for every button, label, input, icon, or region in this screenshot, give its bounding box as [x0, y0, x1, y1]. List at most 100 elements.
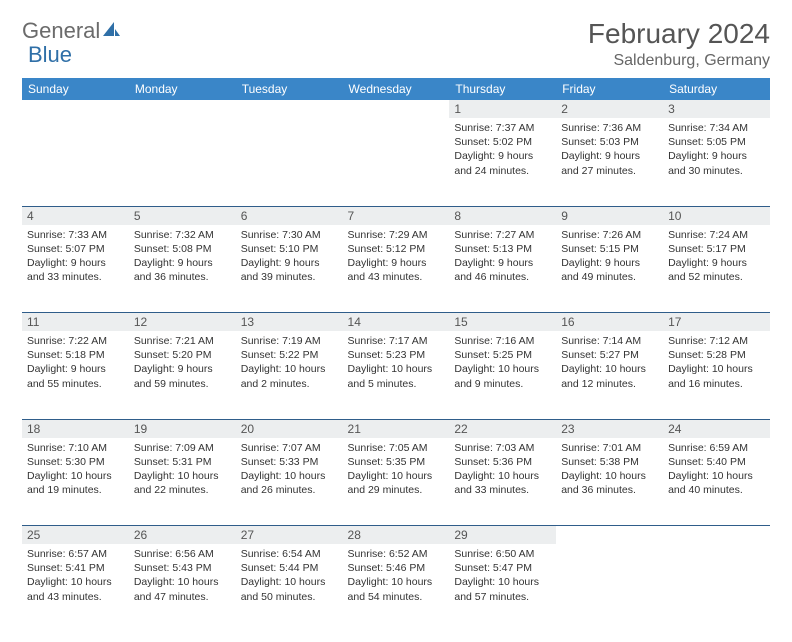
weekday-header: Sunday — [22, 78, 129, 100]
empty-cell — [663, 544, 770, 632]
day-number: 21 — [348, 422, 361, 436]
day-number-cell: 3 — [663, 100, 770, 118]
day-details: Sunrise: 7:34 AMSunset: 5:05 PMDaylight:… — [668, 121, 765, 178]
day-number-cell: 28 — [343, 526, 450, 545]
day-number: 10 — [668, 209, 681, 223]
day-number-cell: 14 — [343, 313, 450, 332]
day-number-cell: 9 — [556, 206, 663, 225]
day-number-cell: 10 — [663, 206, 770, 225]
day-number: 6 — [241, 209, 248, 223]
calendar-body: 123Sunrise: 7:37 AMSunset: 5:02 PMDaylig… — [22, 100, 770, 632]
empty-cell — [556, 544, 663, 632]
day-number: 16 — [561, 315, 574, 329]
logo-text-blue: Blue — [28, 42, 72, 68]
day-cell: Sunrise: 7:19 AMSunset: 5:22 PMDaylight:… — [236, 331, 343, 419]
day-cell: Sunrise: 6:57 AMSunset: 5:41 PMDaylight:… — [22, 544, 129, 632]
day-number-cell: 26 — [129, 526, 236, 545]
day-number-cell: 29 — [449, 526, 556, 545]
day-number-row: 4 5 6 7 8 9 10 — [22, 206, 770, 225]
day-cell: Sunrise: 7:07 AMSunset: 5:33 PMDaylight:… — [236, 438, 343, 526]
day-cell: Sunrise: 7:37 AMSunset: 5:02 PMDaylight:… — [449, 118, 556, 206]
day-number: 12 — [134, 315, 147, 329]
day-details: Sunrise: 7:17 AMSunset: 5:23 PMDaylight:… — [348, 334, 445, 391]
sail-icon — [101, 18, 121, 44]
day-content-row: Sunrise: 7:10 AMSunset: 5:30 PMDaylight:… — [22, 438, 770, 526]
day-number: 2 — [561, 102, 568, 116]
day-number-row: 1 2 3 — [22, 100, 770, 118]
day-number: 24 — [668, 422, 681, 436]
day-number: 4 — [27, 209, 34, 223]
day-details: Sunrise: 7:07 AMSunset: 5:33 PMDaylight:… — [241, 441, 338, 498]
day-cell: Sunrise: 6:52 AMSunset: 5:46 PMDaylight:… — [343, 544, 450, 632]
day-number-row: 2526272829 — [22, 526, 770, 545]
day-number: 14 — [348, 315, 361, 329]
day-cell: Sunrise: 7:14 AMSunset: 5:27 PMDaylight:… — [556, 331, 663, 419]
day-number: 7 — [348, 209, 355, 223]
day-details: Sunrise: 6:59 AMSunset: 5:40 PMDaylight:… — [668, 441, 765, 498]
day-number-cell: 11 — [22, 313, 129, 332]
day-cell: Sunrise: 7:09 AMSunset: 5:31 PMDaylight:… — [129, 438, 236, 526]
weekday-header: Tuesday — [236, 78, 343, 100]
day-number: 25 — [27, 528, 40, 542]
day-number: 29 — [454, 528, 467, 542]
calendar-table: SundayMondayTuesdayWednesdayThursdayFrid… — [22, 78, 770, 632]
day-number-cell: 15 — [449, 313, 556, 332]
day-details: Sunrise: 7:24 AMSunset: 5:17 PMDaylight:… — [668, 228, 765, 285]
day-content-row: Sunrise: 7:37 AMSunset: 5:02 PMDaylight:… — [22, 118, 770, 206]
day-details: Sunrise: 7:14 AMSunset: 5:27 PMDaylight:… — [561, 334, 658, 391]
day-number-cell: 8 — [449, 206, 556, 225]
day-number-cell: 16 — [556, 313, 663, 332]
day-cell: Sunrise: 7:03 AMSunset: 5:36 PMDaylight:… — [449, 438, 556, 526]
calendar-page: General February 2024 Saldenburg, German… — [0, 0, 792, 642]
day-number-cell: 18 — [22, 419, 129, 438]
day-details: Sunrise: 7:21 AMSunset: 5:20 PMDaylight:… — [134, 334, 231, 391]
day-number: 20 — [241, 422, 254, 436]
day-details: Sunrise: 6:56 AMSunset: 5:43 PMDaylight:… — [134, 547, 231, 604]
day-details: Sunrise: 7:09 AMSunset: 5:31 PMDaylight:… — [134, 441, 231, 498]
day-cell: Sunrise: 6:59 AMSunset: 5:40 PMDaylight:… — [663, 438, 770, 526]
day-number-cell: 1 — [449, 100, 556, 118]
day-content-row: Sunrise: 7:22 AMSunset: 5:18 PMDaylight:… — [22, 331, 770, 419]
day-cell: Sunrise: 7:16 AMSunset: 5:25 PMDaylight:… — [449, 331, 556, 419]
day-details: Sunrise: 6:52 AMSunset: 5:46 PMDaylight:… — [348, 547, 445, 604]
day-cell: Sunrise: 7:21 AMSunset: 5:20 PMDaylight:… — [129, 331, 236, 419]
day-cell: Sunrise: 7:17 AMSunset: 5:23 PMDaylight:… — [343, 331, 450, 419]
day-number-cell: 25 — [22, 526, 129, 545]
empty-cell — [236, 100, 343, 118]
month-title: February 2024 — [588, 18, 770, 50]
day-cell: Sunrise: 7:10 AMSunset: 5:30 PMDaylight:… — [22, 438, 129, 526]
day-number: 1 — [454, 102, 461, 116]
day-number-cell: 22 — [449, 419, 556, 438]
day-number: 26 — [134, 528, 147, 542]
day-details: Sunrise: 7:22 AMSunset: 5:18 PMDaylight:… — [27, 334, 124, 391]
day-number: 23 — [561, 422, 574, 436]
day-details: Sunrise: 7:30 AMSunset: 5:10 PMDaylight:… — [241, 228, 338, 285]
weekday-header: Saturday — [663, 78, 770, 100]
day-number: 17 — [668, 315, 681, 329]
day-number: 3 — [668, 102, 675, 116]
day-details: Sunrise: 6:54 AMSunset: 5:44 PMDaylight:… — [241, 547, 338, 604]
day-cell: Sunrise: 7:26 AMSunset: 5:15 PMDaylight:… — [556, 225, 663, 313]
day-number: 15 — [454, 315, 467, 329]
logo: General — [22, 18, 123, 44]
day-number: 13 — [241, 315, 254, 329]
day-details: Sunrise: 6:57 AMSunset: 5:41 PMDaylight:… — [27, 547, 124, 604]
weekday-header: Wednesday — [343, 78, 450, 100]
day-cell: Sunrise: 7:05 AMSunset: 5:35 PMDaylight:… — [343, 438, 450, 526]
weekday-header: Thursday — [449, 78, 556, 100]
day-cell: Sunrise: 7:22 AMSunset: 5:18 PMDaylight:… — [22, 331, 129, 419]
day-cell: Sunrise: 7:27 AMSunset: 5:13 PMDaylight:… — [449, 225, 556, 313]
day-number-cell: 4 — [22, 206, 129, 225]
location-label: Saldenburg, Germany — [588, 52, 770, 70]
day-details: Sunrise: 7:36 AMSunset: 5:03 PMDaylight:… — [561, 121, 658, 178]
day-number: 22 — [454, 422, 467, 436]
day-number: 8 — [454, 209, 461, 223]
day-cell: Sunrise: 6:50 AMSunset: 5:47 PMDaylight:… — [449, 544, 556, 632]
day-cell: Sunrise: 7:01 AMSunset: 5:38 PMDaylight:… — [556, 438, 663, 526]
day-number: 5 — [134, 209, 141, 223]
day-cell: Sunrise: 7:29 AMSunset: 5:12 PMDaylight:… — [343, 225, 450, 313]
day-cell: Sunrise: 7:24 AMSunset: 5:17 PMDaylight:… — [663, 225, 770, 313]
day-cell: Sunrise: 6:54 AMSunset: 5:44 PMDaylight:… — [236, 544, 343, 632]
day-number-cell: 6 — [236, 206, 343, 225]
day-details: Sunrise: 7:10 AMSunset: 5:30 PMDaylight:… — [27, 441, 124, 498]
